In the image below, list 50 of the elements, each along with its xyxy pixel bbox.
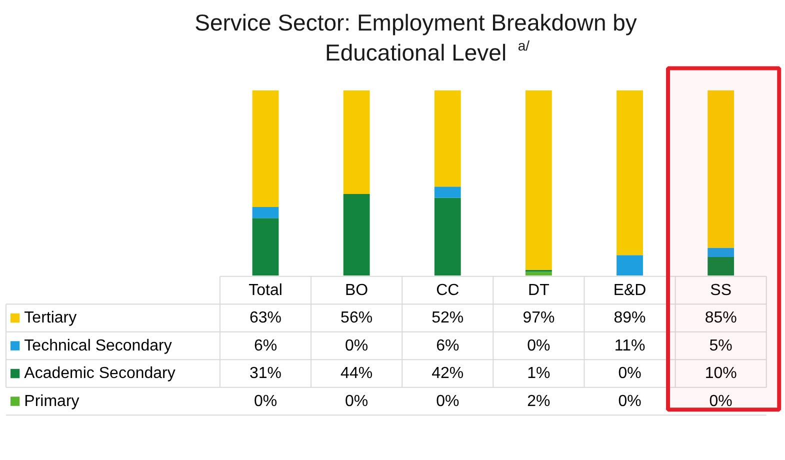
bar (343, 90, 370, 194)
x-tick-label: BO (345, 282, 368, 299)
x-tick-label: SS (710, 282, 732, 299)
bar (252, 218, 279, 276)
bar (252, 207, 279, 218)
bar (434, 90, 461, 187)
data-label: 0% (436, 392, 460, 410)
bar (616, 255, 643, 276)
data-label: 0% (618, 365, 642, 382)
data-label: 10% (704, 365, 737, 382)
data-label: 44% (340, 365, 373, 382)
bar (708, 256, 734, 276)
bar (708, 248, 734, 257)
data-label: 31% (249, 365, 282, 382)
data-label: 11% (614, 337, 646, 354)
legend-label: Primary (24, 392, 80, 410)
data-label: 5% (709, 337, 732, 354)
data-label: 0% (618, 392, 642, 410)
x-tick-label: CC (436, 282, 460, 299)
data-label: 89% (614, 310, 646, 327)
data-label: 0% (345, 337, 368, 354)
data-label: 56% (340, 310, 373, 327)
bar (434, 186, 461, 198)
bar (526, 90, 552, 270)
data-label: 63% (249, 310, 282, 327)
chart-title: Service Sector: Employment Breakdown by Educational Level a/ (194, 10, 638, 66)
data-label: 0% (527, 337, 550, 354)
bar (526, 272, 552, 276)
data-label: 0% (345, 392, 368, 410)
legend-label: Technical Secondary (24, 337, 172, 354)
data-label: 6% (254, 337, 278, 354)
data-label: 1% (527, 365, 550, 382)
x-tick-label: Total (248, 282, 282, 299)
bar (708, 90, 734, 248)
x-tick-label: DT (528, 282, 550, 299)
legend-label: Tertiary (24, 310, 77, 327)
x-tick-label: E&D (613, 282, 646, 299)
data-label: 0% (709, 392, 732, 410)
data-label: 0% (254, 392, 278, 410)
bar (616, 90, 643, 256)
data-label: 42% (432, 365, 464, 382)
legend-label: Academic Secondary (24, 365, 176, 382)
data-label: 97% (522, 310, 555, 327)
bar (434, 198, 461, 276)
data-label: 2% (527, 392, 550, 410)
bar (252, 90, 279, 207)
data-label: 52% (432, 310, 464, 327)
data-label: 6% (436, 337, 460, 354)
bar (343, 194, 370, 276)
data-label: 85% (704, 310, 737, 327)
